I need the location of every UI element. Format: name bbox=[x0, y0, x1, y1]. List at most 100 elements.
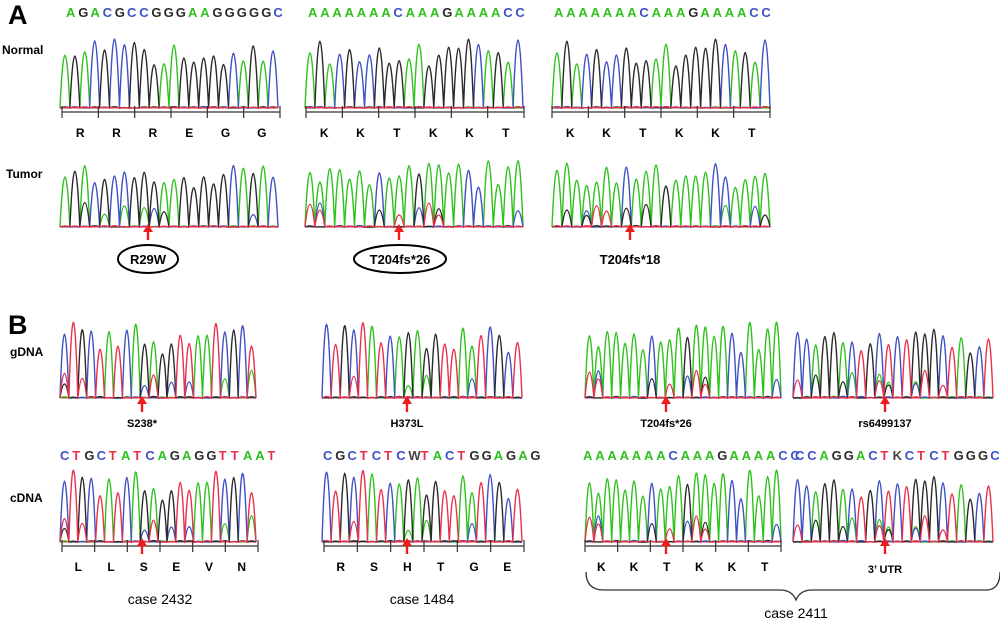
case-2411-brace bbox=[585, 571, 1000, 602]
base-letter: A bbox=[418, 5, 428, 20]
base-letter: G bbox=[261, 5, 271, 20]
base-letter: A bbox=[430, 5, 440, 20]
base-letter: A bbox=[121, 448, 131, 463]
amino-acid-label: R bbox=[76, 126, 85, 140]
base-letter: G bbox=[482, 448, 492, 463]
base-letter: A bbox=[595, 448, 605, 463]
trace-cdna-2411-2 bbox=[792, 475, 994, 543]
base-letter: W bbox=[408, 448, 421, 463]
base-letter: A bbox=[664, 5, 674, 20]
base-letter: A bbox=[766, 448, 776, 463]
base-letter: A bbox=[467, 5, 477, 20]
amino-acid-label: K bbox=[728, 560, 737, 574]
trace-gdna-2432 bbox=[59, 321, 257, 399]
base-letter: T bbox=[384, 448, 392, 463]
base-letter: A bbox=[693, 448, 703, 463]
base-letter: C bbox=[393, 5, 403, 20]
amino-acid-label: N bbox=[237, 560, 246, 574]
base-letter: G bbox=[978, 448, 988, 463]
trace-normal-a3 bbox=[551, 38, 771, 109]
base-letter: C bbox=[347, 448, 357, 463]
base-letter: A bbox=[713, 5, 723, 20]
amino-acid-label: E bbox=[185, 126, 193, 140]
case-label-2411: case 2411 bbox=[764, 605, 828, 621]
row-label-gdna: gDNA bbox=[10, 345, 44, 359]
case-label-1484: case 1484 bbox=[390, 591, 455, 607]
base-letter: C bbox=[273, 5, 283, 20]
base-letter: T bbox=[941, 448, 949, 463]
base-letter: C bbox=[639, 5, 649, 20]
amino-acid-label: R bbox=[112, 126, 121, 140]
base-letter: A bbox=[381, 5, 391, 20]
utr-label: 3’ UTR bbox=[868, 564, 902, 576]
base-letter: G bbox=[176, 5, 186, 20]
base-letter: G bbox=[84, 448, 94, 463]
base-letter: G bbox=[844, 448, 854, 463]
base-letter: G bbox=[469, 448, 479, 463]
base-letter: A bbox=[632, 448, 642, 463]
base-letter: A bbox=[566, 5, 576, 20]
base-letter: A bbox=[406, 5, 416, 20]
amino-acid-label: T bbox=[639, 126, 647, 140]
base-letter: T bbox=[72, 448, 80, 463]
amino-acid-label: H bbox=[403, 560, 412, 574]
base-letter: A bbox=[433, 448, 443, 463]
base-letter: C bbox=[103, 5, 113, 20]
base-letter: G bbox=[249, 5, 259, 20]
base-letter: A bbox=[369, 5, 379, 20]
base-letter: C bbox=[139, 5, 149, 20]
amino-acid-label: L bbox=[75, 560, 82, 574]
base-letter: A bbox=[603, 5, 613, 20]
base-letter: A bbox=[676, 5, 686, 20]
base-letter: A bbox=[705, 448, 715, 463]
trace-normal-a2 bbox=[304, 38, 524, 109]
base-letter: A bbox=[518, 448, 528, 463]
amino-acid-label: K bbox=[356, 126, 365, 140]
base-letter: T bbox=[133, 448, 141, 463]
arrow-a2 bbox=[394, 224, 404, 240]
base-letter: A bbox=[652, 5, 662, 20]
mutation-label-a1: R29W bbox=[130, 252, 167, 267]
trace-gdna-1484 bbox=[321, 322, 523, 399]
base-letter: C bbox=[868, 448, 878, 463]
base-letter: C bbox=[127, 5, 137, 20]
base-letter: T bbox=[231, 448, 239, 463]
base-letter: A bbox=[345, 5, 355, 20]
base-letter: A bbox=[66, 5, 76, 20]
trace-tumor-a1 bbox=[59, 165, 279, 228]
base-letter: C bbox=[372, 448, 382, 463]
base-letter: A bbox=[188, 5, 198, 20]
row-label-tumor: Tumor bbox=[6, 167, 43, 181]
base-letter: G bbox=[688, 5, 698, 20]
base-letter: A bbox=[491, 5, 501, 20]
base-letter: A bbox=[158, 448, 168, 463]
base-letter: C bbox=[445, 448, 455, 463]
trace-tumor-a2 bbox=[304, 160, 524, 228]
panel-a-label: A bbox=[8, 0, 28, 30]
amino-acid-label: T bbox=[663, 560, 671, 574]
amino-acid-label: G bbox=[221, 126, 230, 140]
base-letter: A bbox=[819, 448, 829, 463]
trace-gdna-2411-2 bbox=[792, 328, 994, 399]
arrow-b-gdna-4 bbox=[880, 396, 890, 412]
amino-acid-label: R bbox=[336, 560, 345, 574]
base-letter: C bbox=[396, 448, 406, 463]
base-letter: A bbox=[320, 5, 330, 20]
case-label-2432: case 2432 bbox=[128, 591, 193, 607]
amino-acid-label: V bbox=[205, 560, 213, 574]
base-letter: C bbox=[990, 448, 1000, 463]
row-label-cdna: cDNA bbox=[10, 491, 43, 505]
base-letter: C bbox=[60, 448, 70, 463]
amino-acid-label: G bbox=[257, 126, 266, 140]
amino-acid-label: K bbox=[675, 126, 684, 140]
base-letter: A bbox=[627, 5, 637, 20]
arrow-a1 bbox=[143, 224, 153, 240]
base-letter: A bbox=[700, 5, 710, 20]
base-letter: C bbox=[807, 448, 817, 463]
base-letter: G bbox=[717, 448, 727, 463]
